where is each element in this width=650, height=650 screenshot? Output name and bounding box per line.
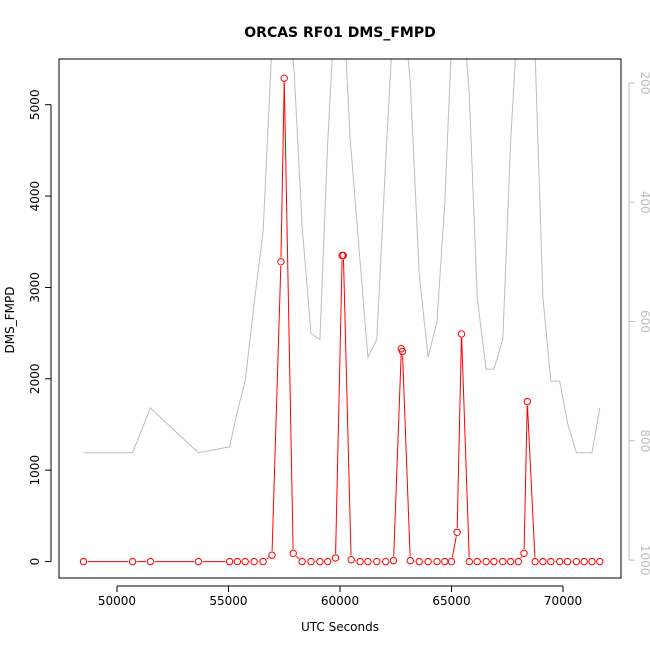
primary-series-segment (456, 338, 462, 529)
data-point (563, 557, 572, 566)
data-point (389, 556, 398, 565)
data-point (539, 557, 547, 566)
data-point (580, 557, 588, 566)
data-point (499, 557, 507, 566)
data-point (339, 251, 347, 260)
y2-tick-label: 400 (638, 191, 650, 214)
secondary-series-line (83, 59, 601, 454)
data-point (523, 397, 531, 406)
primary-series-segment (523, 405, 528, 550)
data-point (531, 557, 539, 566)
primary-series-segment (343, 259, 352, 556)
data-point (331, 554, 340, 562)
x-tick-label: 70000 (544, 594, 582, 608)
data-point (424, 557, 432, 566)
primary-series-segment (280, 82, 285, 258)
data-point (415, 557, 423, 566)
data-point (225, 557, 234, 566)
primary-series-segment (402, 355, 411, 557)
y2-tick-label: 1000 (638, 545, 650, 576)
data-point (250, 557, 258, 566)
data-point (324, 557, 332, 566)
y-axis-label: DMS_FMPD (3, 287, 17, 354)
data-point (556, 557, 564, 566)
data-point (465, 557, 473, 566)
x-tick-label: 50000 (98, 594, 136, 608)
y-tick-label: 0 (28, 558, 42, 566)
data-point (146, 557, 155, 566)
primary-series-segment (283, 82, 294, 550)
y-axis: 0 1000 2000 3000 4000 5000 (28, 89, 52, 566)
data-point (347, 556, 355, 564)
y-tick-label: 5000 (28, 89, 42, 120)
y2-tick-label: 200 (638, 71, 650, 94)
data-point (289, 549, 297, 557)
data-point (79, 557, 88, 566)
data-point (514, 557, 523, 566)
series-group (79, 59, 604, 566)
data-point (572, 557, 581, 566)
data-point (316, 557, 324, 566)
x-axis-label: UTC Seconds (301, 620, 379, 634)
x-tick-label: 65000 (432, 594, 470, 608)
data-point (588, 557, 596, 566)
y-tick-label: 3000 (28, 272, 42, 303)
data-point (298, 557, 306, 566)
primary-series-segment (271, 265, 282, 552)
y2-tick-label: 600 (638, 310, 650, 333)
data-point (506, 557, 515, 566)
data-point (233, 557, 242, 566)
plot-frame (58, 58, 622, 579)
data-point (277, 258, 285, 266)
data-point (473, 557, 481, 566)
primary-series-segment (461, 338, 470, 558)
data-point (596, 557, 604, 566)
data-point (447, 557, 456, 566)
primary-series-segment (266, 557, 269, 560)
x-tick-label: 55000 (209, 594, 247, 608)
primary-series-segment (295, 555, 300, 560)
data-point (490, 557, 498, 566)
data-point (373, 557, 381, 566)
data-point (128, 557, 137, 566)
x-tick-label: 60000 (321, 594, 359, 608)
primary-series-segment (451, 536, 457, 558)
y2-tick-label: 800 (638, 429, 650, 452)
primary-series-segment (527, 405, 536, 558)
primary-series-segment (520, 556, 523, 559)
data-point (259, 557, 267, 566)
data-point (453, 528, 461, 536)
data-point (364, 557, 372, 566)
data-point (457, 330, 466, 338)
y-tick-label: 4000 (28, 181, 42, 212)
data-point (433, 557, 441, 566)
data-point (307, 557, 315, 566)
data-point (194, 557, 203, 566)
x-axis: 50000 55000 60000 65000 70000 (98, 585, 582, 608)
data-point (356, 557, 364, 566)
y-tick-label: 2000 (28, 364, 42, 395)
plot-area (79, 59, 604, 566)
data-point (547, 557, 555, 566)
data-point (441, 557, 449, 566)
y2-axis: 200 400 600 800 1000 (628, 71, 650, 576)
data-point (382, 557, 390, 566)
data-point (482, 557, 490, 566)
data-point (268, 551, 276, 559)
data-point (280, 74, 288, 82)
chart-title: ORCAS RF01 DMS_FMPD (244, 25, 435, 41)
y-tick-label: 1000 (28, 455, 42, 486)
primary-series-segment (393, 352, 402, 557)
data-point (241, 557, 249, 566)
data-point (406, 556, 414, 565)
primary-series-segment (335, 259, 343, 554)
data-point (520, 549, 528, 557)
data-point (398, 347, 407, 356)
